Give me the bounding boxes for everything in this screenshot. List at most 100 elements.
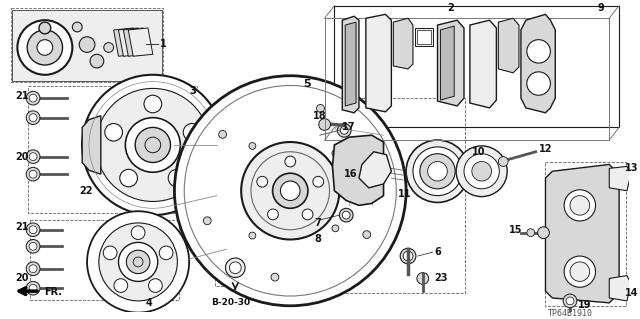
Circle shape xyxy=(332,225,339,232)
Circle shape xyxy=(538,227,549,239)
Circle shape xyxy=(566,297,574,305)
Text: 9: 9 xyxy=(598,4,604,13)
Circle shape xyxy=(527,40,550,63)
Circle shape xyxy=(570,196,589,215)
Text: 20: 20 xyxy=(15,152,29,162)
Text: 20: 20 xyxy=(15,273,29,284)
Circle shape xyxy=(37,40,52,55)
Circle shape xyxy=(105,123,122,141)
Polygon shape xyxy=(128,28,153,56)
Circle shape xyxy=(527,229,534,237)
Text: 1: 1 xyxy=(160,39,166,48)
Text: 15: 15 xyxy=(509,225,523,235)
Bar xyxy=(417,30,431,44)
Circle shape xyxy=(564,190,596,221)
Circle shape xyxy=(249,143,256,149)
Circle shape xyxy=(403,251,413,261)
Circle shape xyxy=(29,242,37,250)
Text: 23: 23 xyxy=(435,273,448,284)
Text: 10: 10 xyxy=(472,147,485,157)
Circle shape xyxy=(464,154,499,189)
Text: 3: 3 xyxy=(189,86,196,96)
Circle shape xyxy=(29,226,37,234)
Polygon shape xyxy=(499,18,519,73)
Circle shape xyxy=(204,217,211,225)
Circle shape xyxy=(332,150,339,157)
Circle shape xyxy=(26,111,40,124)
Circle shape xyxy=(82,75,223,215)
Polygon shape xyxy=(394,18,413,69)
Text: 21: 21 xyxy=(15,222,29,232)
Text: B-20-30: B-20-30 xyxy=(211,298,250,307)
Circle shape xyxy=(120,169,138,187)
Circle shape xyxy=(79,37,95,52)
Polygon shape xyxy=(609,276,631,301)
Text: 17: 17 xyxy=(342,122,356,132)
Circle shape xyxy=(26,167,40,181)
Circle shape xyxy=(273,173,308,208)
Circle shape xyxy=(570,262,589,281)
Circle shape xyxy=(168,169,186,187)
Text: 2: 2 xyxy=(447,4,454,13)
Bar xyxy=(415,28,433,46)
Circle shape xyxy=(118,242,157,281)
Circle shape xyxy=(29,153,37,160)
Circle shape xyxy=(72,22,82,32)
Circle shape xyxy=(417,273,429,284)
Circle shape xyxy=(563,294,577,308)
Circle shape xyxy=(271,273,279,281)
Circle shape xyxy=(26,150,40,163)
Text: 22: 22 xyxy=(79,186,93,196)
Bar xyxy=(545,161,626,306)
Text: TP64B1910: TP64B1910 xyxy=(547,309,593,318)
Circle shape xyxy=(317,104,324,112)
Circle shape xyxy=(183,123,201,141)
Circle shape xyxy=(340,126,348,134)
Circle shape xyxy=(126,250,150,274)
Circle shape xyxy=(241,142,339,240)
Text: 12: 12 xyxy=(539,144,552,154)
Circle shape xyxy=(219,130,227,138)
Circle shape xyxy=(339,208,353,222)
Text: 18: 18 xyxy=(313,111,326,121)
Text: 6: 6 xyxy=(435,247,442,257)
Circle shape xyxy=(29,265,37,273)
Polygon shape xyxy=(342,16,359,113)
Circle shape xyxy=(29,94,37,102)
Circle shape xyxy=(148,279,163,293)
Circle shape xyxy=(268,209,278,220)
Polygon shape xyxy=(82,116,101,174)
Circle shape xyxy=(175,76,406,306)
Circle shape xyxy=(313,176,324,187)
Bar xyxy=(30,220,179,300)
Circle shape xyxy=(302,209,313,220)
Circle shape xyxy=(135,127,170,162)
Circle shape xyxy=(27,30,63,65)
Polygon shape xyxy=(438,20,464,106)
Circle shape xyxy=(413,147,462,196)
Bar xyxy=(214,249,256,286)
Circle shape xyxy=(87,211,189,313)
Text: 21: 21 xyxy=(15,91,29,101)
Bar xyxy=(28,86,197,213)
Circle shape xyxy=(29,170,37,178)
Polygon shape xyxy=(345,22,356,106)
Text: 7: 7 xyxy=(315,218,321,228)
Circle shape xyxy=(104,43,113,52)
Bar xyxy=(10,9,163,82)
Bar xyxy=(313,98,465,293)
Circle shape xyxy=(428,161,447,181)
Text: 16: 16 xyxy=(344,169,358,179)
Circle shape xyxy=(39,22,51,34)
Circle shape xyxy=(564,256,596,287)
Circle shape xyxy=(249,232,256,239)
Circle shape xyxy=(29,114,37,122)
Text: 11: 11 xyxy=(398,189,412,199)
Circle shape xyxy=(26,240,40,253)
Polygon shape xyxy=(113,28,138,56)
Circle shape xyxy=(131,226,145,240)
Circle shape xyxy=(26,262,40,276)
Polygon shape xyxy=(470,20,497,108)
Text: 14: 14 xyxy=(625,288,639,298)
Circle shape xyxy=(527,72,550,95)
